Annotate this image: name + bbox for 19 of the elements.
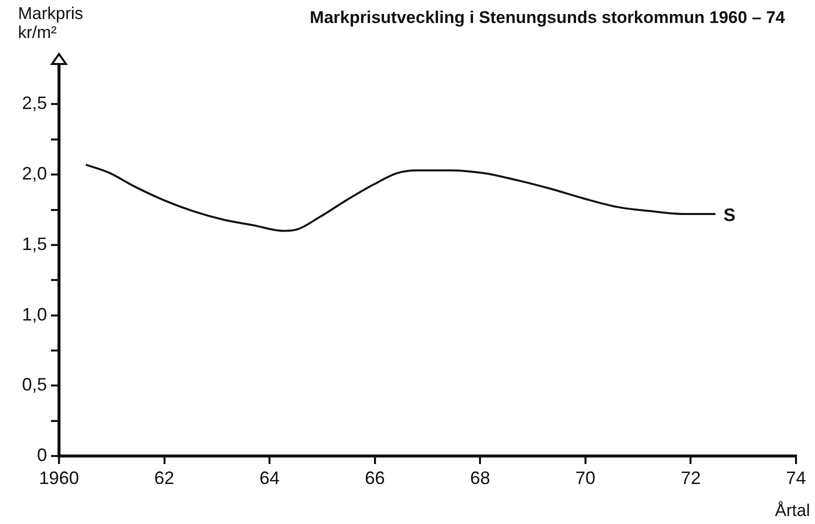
y-tick-label: 0 (36, 444, 47, 465)
line-series (84, 164, 716, 232)
x-tick-label: 64 (260, 468, 280, 488)
x-tick-label: 70 (575, 468, 596, 488)
x-tick-label: 66 (364, 468, 385, 488)
y-tick-label: 2,5 (22, 93, 47, 114)
y-tick-label: 0,5 (22, 374, 47, 395)
x-tick-label: 72 (680, 468, 701, 488)
y-tick-label: 2,0 (22, 164, 47, 184)
x-tick-label: 68 (470, 468, 490, 488)
x-tick-label: 74 (786, 468, 806, 488)
series-label: S (723, 204, 736, 225)
x-tick-label: 1960 (38, 468, 80, 488)
x-axis-title: Årtal (775, 501, 810, 520)
y-axis-title: Markpris kr/m² (18, 4, 84, 42)
y-tick-label: 1,0 (22, 304, 47, 324)
y-tick-label: 1,5 (22, 234, 47, 254)
chart-title: Markprisutveckling i Stenungsunds storkommun 1960 – 74 (310, 8, 785, 28)
x-tick-label: 62 (154, 468, 174, 488)
